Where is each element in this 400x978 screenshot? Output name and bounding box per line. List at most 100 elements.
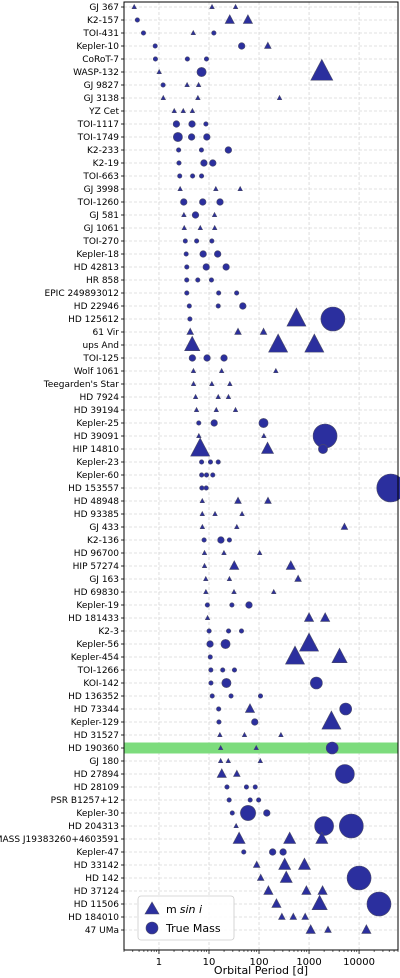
msini-marker bbox=[209, 380, 215, 386]
msini-marker bbox=[224, 14, 235, 24]
msini-marker bbox=[217, 744, 224, 750]
true-mass-marker bbox=[325, 741, 339, 755]
true-mass-marker bbox=[152, 43, 158, 49]
system-label: K2-136 bbox=[87, 536, 119, 546]
msini-marker bbox=[213, 406, 220, 412]
msini-marker bbox=[303, 612, 315, 622]
true-mass-marker bbox=[239, 302, 247, 310]
msini-marker bbox=[211, 224, 218, 230]
plot-frame bbox=[121, 1, 399, 951]
msini-marker bbox=[261, 432, 267, 438]
msini-marker bbox=[304, 333, 325, 353]
system-label: GJ 163 bbox=[89, 575, 119, 585]
msini-marker bbox=[204, 614, 211, 620]
msini-marker bbox=[285, 645, 306, 665]
x-axis-label: Orbital Period [d] bbox=[214, 964, 308, 977]
true-mass-marker bbox=[226, 628, 232, 634]
system-label: HD 11506 bbox=[74, 900, 119, 910]
true-mass-marker bbox=[346, 865, 372, 891]
msini-marker bbox=[180, 107, 186, 113]
legend-circle-marker bbox=[145, 921, 159, 935]
true-mass-marker bbox=[238, 42, 246, 50]
msini-marker bbox=[215, 393, 221, 399]
msini-marker bbox=[361, 924, 372, 934]
true-mass-marker bbox=[199, 173, 205, 179]
msini-marker bbox=[289, 912, 298, 920]
true-mass-marker bbox=[196, 67, 207, 77]
msini-marker bbox=[160, 94, 166, 100]
true-mass-marker bbox=[182, 238, 188, 244]
true-mass-marker bbox=[160, 82, 166, 88]
msini-marker bbox=[263, 885, 274, 895]
msini-marker bbox=[216, 768, 227, 778]
system-label: HD 93385 bbox=[74, 510, 119, 520]
true-mass-marker bbox=[203, 133, 211, 141]
true-mass-marker bbox=[243, 784, 249, 790]
msini-marker bbox=[231, 588, 237, 594]
true-mass-marker bbox=[201, 537, 207, 543]
system-label: ups And bbox=[82, 341, 119, 351]
msini-marker bbox=[331, 647, 348, 664]
system-label: HD 42813 bbox=[74, 263, 119, 273]
legend-box bbox=[137, 895, 235, 941]
system-label: HD 190360 bbox=[68, 744, 119, 754]
highlight-band-layer bbox=[124, 742, 398, 754]
msini-marker bbox=[279, 870, 293, 883]
true-mass-marker bbox=[199, 198, 207, 206]
system-label: HD 142 bbox=[85, 874, 119, 884]
msini-marker bbox=[190, 437, 211, 457]
msini-marker bbox=[193, 406, 200, 412]
msini-marker bbox=[211, 211, 218, 217]
msini-marker bbox=[197, 224, 203, 230]
true-mass-marker bbox=[256, 797, 262, 803]
true-mass-marker bbox=[238, 628, 244, 634]
true-mass-marker bbox=[210, 419, 218, 427]
true-mass-marker bbox=[176, 147, 182, 153]
true-mass-marker bbox=[202, 263, 210, 271]
true-mass-marker bbox=[220, 354, 228, 362]
msini-marker bbox=[190, 367, 197, 373]
true-mass-marker bbox=[199, 459, 205, 465]
x-tick-label: 1000 bbox=[296, 957, 321, 968]
system-label: HD 27894 bbox=[74, 770, 119, 780]
msini-marker bbox=[234, 496, 242, 504]
true-mass-marker bbox=[188, 354, 196, 362]
msini-marker bbox=[239, 510, 245, 516]
msini-marker bbox=[192, 393, 199, 399]
msini-marker bbox=[199, 510, 205, 516]
true-mass-marker bbox=[252, 784, 258, 790]
system-label: Kepler-23 bbox=[76, 458, 119, 468]
true-mass-marker bbox=[234, 290, 240, 296]
system-label: Kepler-25 bbox=[76, 419, 119, 429]
msini-marker bbox=[225, 393, 232, 399]
msini-marker bbox=[264, 41, 272, 49]
true-mass-marker bbox=[208, 667, 214, 673]
msini-marker bbox=[297, 857, 311, 870]
msini-marker bbox=[209, 3, 215, 9]
true-mass-marker bbox=[241, 849, 247, 855]
true-mass-marker bbox=[203, 56, 209, 62]
true-mass-marker bbox=[224, 146, 232, 154]
system-label: GJ 3998 bbox=[84, 185, 120, 195]
msini-marker bbox=[278, 912, 286, 920]
x-tick-label: 10 bbox=[203, 957, 216, 968]
msini-marker bbox=[234, 327, 242, 335]
system-label: TOI-1266 bbox=[77, 666, 120, 676]
system-label: HD 184010 bbox=[68, 913, 119, 923]
x-tick-label: 10000 bbox=[343, 957, 375, 968]
msini-marker bbox=[257, 757, 263, 763]
system-label: HIP 57274 bbox=[73, 562, 120, 572]
true-mass-marker bbox=[184, 277, 190, 283]
system-label: HD 181433 bbox=[68, 614, 119, 624]
system-label: HD 73344 bbox=[74, 705, 119, 715]
msini-marker bbox=[190, 380, 197, 386]
system-label: YZ Cet bbox=[88, 107, 119, 117]
system-label: HD 48948 bbox=[74, 497, 119, 507]
msini-marker bbox=[229, 560, 240, 570]
true-mass-marker bbox=[180, 198, 188, 206]
msini-marker bbox=[283, 831, 297, 844]
system-label: TOI-431 bbox=[82, 29, 119, 39]
system-label: GJ 1061 bbox=[84, 224, 119, 234]
